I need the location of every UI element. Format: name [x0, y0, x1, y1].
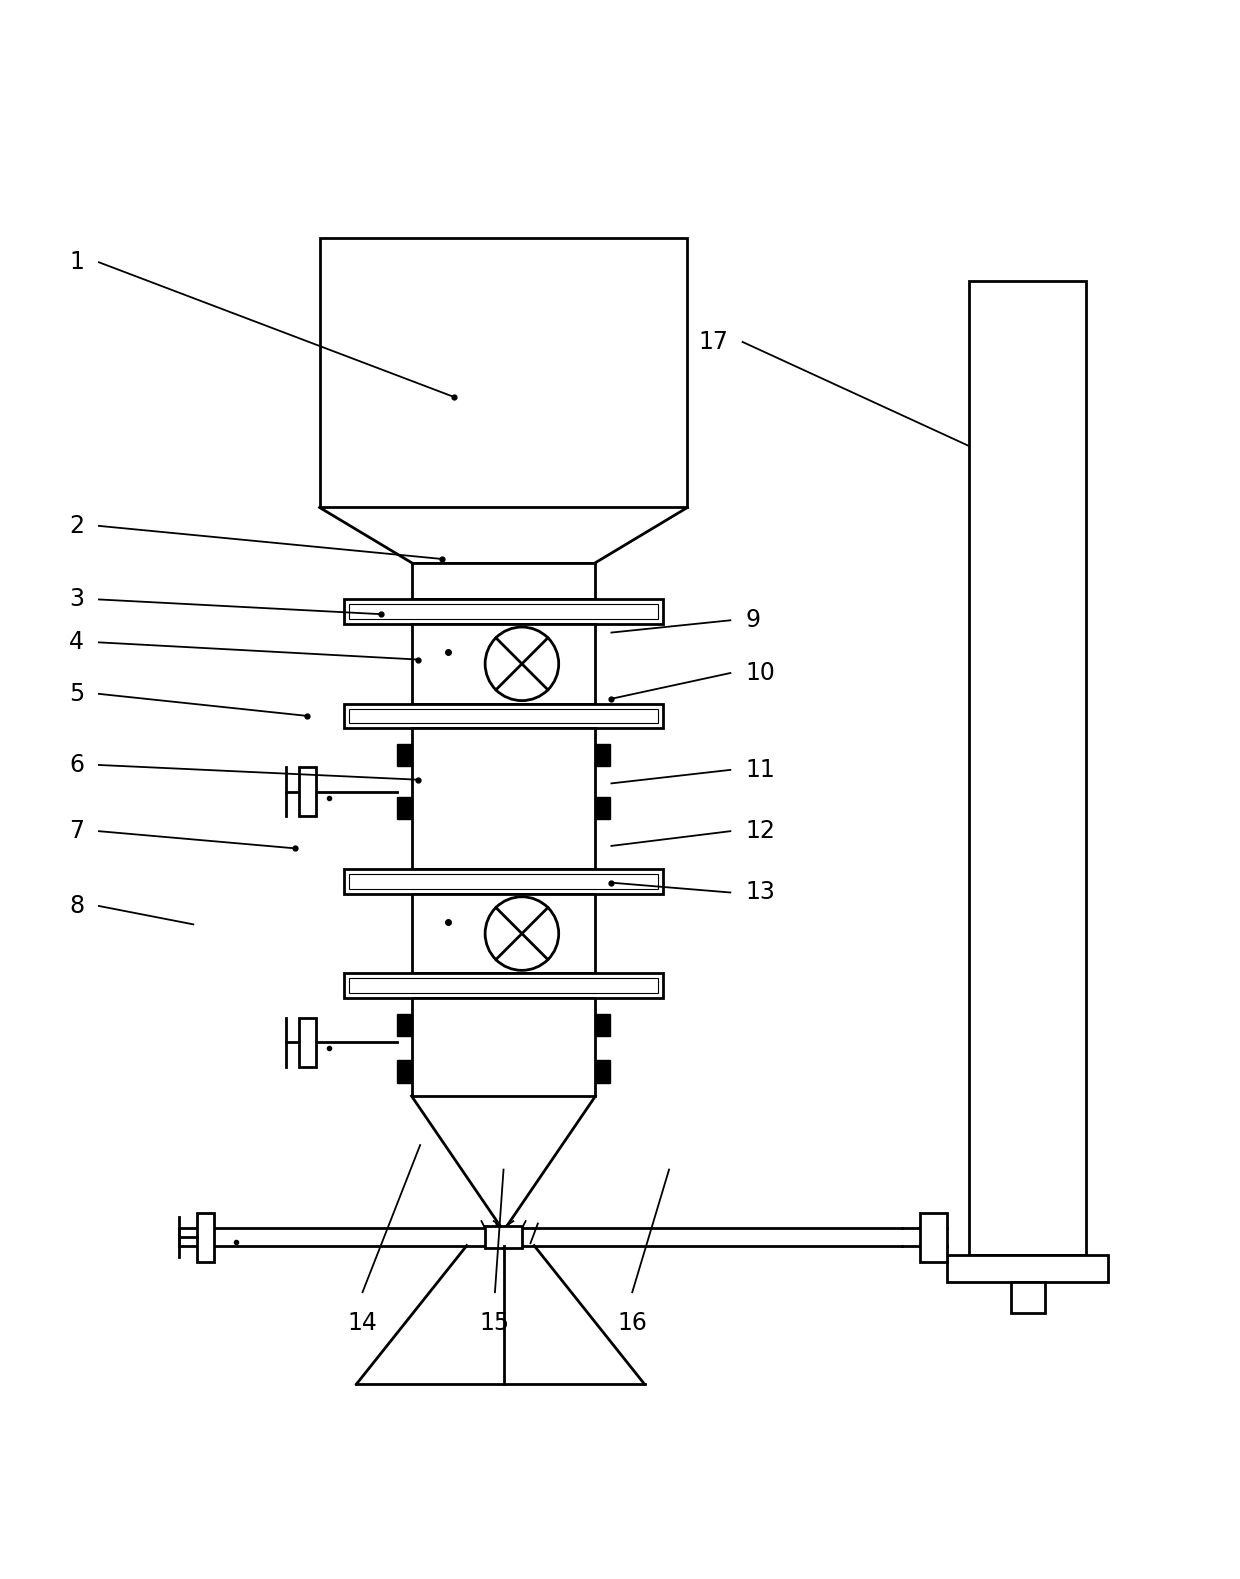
- Bar: [345, 868, 663, 894]
- Bar: [920, 1213, 947, 1262]
- Bar: [595, 1014, 610, 1036]
- Text: 11: 11: [745, 758, 775, 782]
- Bar: [197, 1213, 215, 1262]
- Text: 3: 3: [69, 587, 84, 611]
- Text: 7: 7: [69, 820, 84, 843]
- Bar: [397, 1014, 412, 1036]
- Text: 12: 12: [745, 820, 775, 843]
- Bar: [345, 704, 663, 728]
- Bar: [345, 600, 663, 624]
- Bar: [970, 281, 1086, 1255]
- Bar: [595, 1061, 610, 1083]
- Bar: [348, 605, 658, 619]
- Bar: [412, 624, 595, 704]
- Text: 5: 5: [69, 682, 84, 706]
- Text: 16: 16: [618, 1311, 647, 1334]
- Text: 6: 6: [69, 753, 84, 777]
- Bar: [345, 973, 663, 998]
- Bar: [320, 238, 687, 507]
- Bar: [397, 1061, 412, 1083]
- Text: 8: 8: [69, 894, 84, 917]
- Text: 14: 14: [347, 1311, 377, 1334]
- Bar: [412, 562, 595, 600]
- Bar: [348, 709, 658, 723]
- Bar: [348, 979, 658, 993]
- Text: 1: 1: [69, 251, 84, 275]
- Bar: [412, 894, 595, 973]
- Text: 9: 9: [745, 608, 760, 632]
- Text: 17: 17: [698, 330, 728, 354]
- Bar: [412, 998, 595, 1096]
- Bar: [595, 797, 610, 820]
- Bar: [299, 1017, 316, 1066]
- Bar: [397, 744, 412, 766]
- Bar: [595, 744, 610, 766]
- Bar: [348, 875, 658, 889]
- Text: 10: 10: [745, 662, 775, 685]
- Text: 15: 15: [480, 1311, 510, 1334]
- Bar: [397, 797, 412, 820]
- Text: 4: 4: [69, 630, 84, 654]
- Bar: [1011, 1282, 1045, 1314]
- Bar: [485, 1225, 522, 1247]
- Text: 13: 13: [745, 881, 775, 905]
- Bar: [299, 767, 316, 816]
- Text: 2: 2: [69, 513, 84, 538]
- Bar: [412, 728, 595, 868]
- Bar: [947, 1255, 1109, 1282]
